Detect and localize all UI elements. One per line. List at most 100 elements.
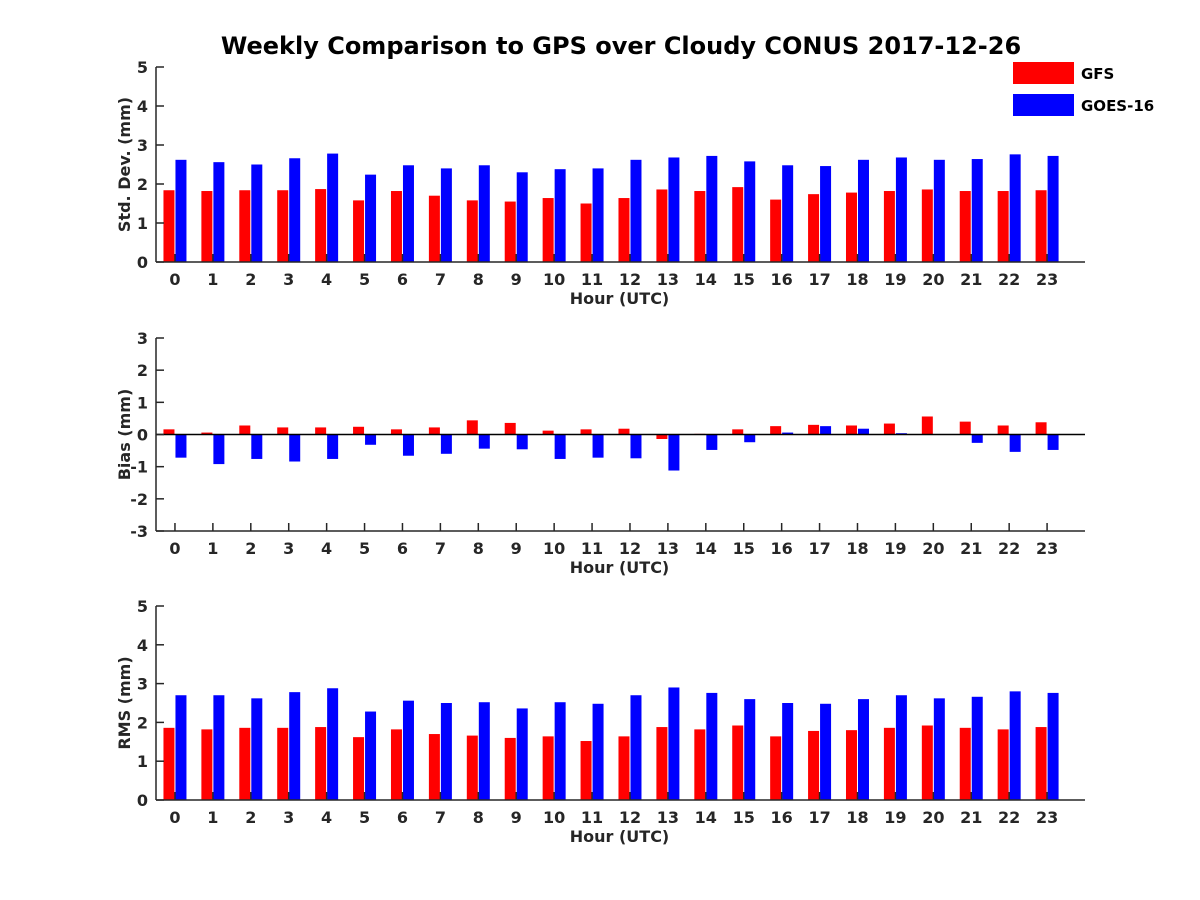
std-dev-bar-gfs-hour-11 xyxy=(580,203,592,262)
rms-bar-gfs-hour-5 xyxy=(353,737,365,800)
rms-bar-gfs-hour-19 xyxy=(883,727,895,800)
bias-x-tick-label: 23 xyxy=(1036,539,1058,558)
rms-bar-gfs-hour-10 xyxy=(542,736,554,800)
std-dev-y-axis-label: Std. Dev. (mm) xyxy=(115,97,134,232)
std-dev-x-tick-label: 21 xyxy=(960,270,982,289)
std-dev-x-tick-label: 13 xyxy=(657,270,679,289)
bias-bar-gfs-hour-22 xyxy=(997,425,1009,435)
bias-x-tick-label: 3 xyxy=(283,539,294,558)
bias-bar-gfs-hour-18 xyxy=(845,425,857,435)
rms-bar-goes16-hour-7 xyxy=(440,703,452,800)
rms-bar-gfs-hour-2 xyxy=(239,727,251,800)
legend-swatch-goes16 xyxy=(1013,94,1074,116)
rms-bar-goes16-hour-23 xyxy=(1047,692,1059,800)
rms-bar-gfs-hour-4 xyxy=(315,727,327,800)
bias-bar-goes16-hour-0 xyxy=(175,434,187,458)
bias-bar-goes16-hour-14 xyxy=(706,434,718,450)
bias-x-tick-label: 14 xyxy=(695,539,717,558)
bias-bar-gfs-hour-6 xyxy=(390,429,402,435)
std-dev-x-tick-label: 18 xyxy=(846,270,868,289)
bias-bar-gfs-hour-0 xyxy=(163,429,175,435)
rms-x-tick-label: 12 xyxy=(619,808,641,827)
bias-y-tick-label: 2 xyxy=(137,361,148,380)
rms-x-tick-label: 3 xyxy=(283,808,294,827)
std-dev-bar-goes16-hour-14 xyxy=(706,155,718,262)
bias-x-tick-label: 9 xyxy=(511,539,522,558)
bias-bar-goes16-hour-22 xyxy=(1009,434,1021,452)
std-dev-x-tick-label: 3 xyxy=(283,270,294,289)
rms-bar-gfs-hour-21 xyxy=(959,727,971,800)
std-dev-bar-goes16-hour-16 xyxy=(782,165,794,262)
chart-title: Weekly Comparison to GPS over Cloudy CON… xyxy=(221,32,1021,60)
std-dev-bar-gfs-hour-8 xyxy=(466,200,478,262)
bias-bar-gfs-hour-17 xyxy=(808,424,820,435)
std-dev-x-tick-label: 14 xyxy=(695,270,717,289)
bias-bar-gfs-hour-2 xyxy=(239,425,251,435)
std-dev-y-tick-label: 4 xyxy=(137,97,148,116)
bias-x-tick-label: 19 xyxy=(884,539,906,558)
bias-x-tick-label: 6 xyxy=(397,539,408,558)
bias-bar-gfs-hour-21 xyxy=(959,421,971,435)
rms-bar-goes16-hour-22 xyxy=(1009,691,1021,800)
std-dev-bar-gfs-hour-23 xyxy=(1035,190,1047,262)
std-dev-bar-goes16-hour-5 xyxy=(365,174,377,262)
std-dev-bar-goes16-hour-4 xyxy=(327,153,339,262)
std-dev-bar-goes16-hour-17 xyxy=(820,166,832,262)
bias-bar-goes16-hour-13 xyxy=(668,434,680,471)
rms-x-tick-label: 21 xyxy=(960,808,982,827)
std-dev-bar-goes16-hour-1 xyxy=(213,162,225,262)
std-dev-x-tick-label: 4 xyxy=(321,270,332,289)
bias-x-tick-label: 16 xyxy=(771,539,793,558)
std-dev-bar-gfs-hour-6 xyxy=(390,191,402,262)
std-dev-y-tick-label: 5 xyxy=(137,58,148,77)
bias-bar-goes16-hour-23 xyxy=(1047,434,1059,450)
rms-x-tick-label: 2 xyxy=(245,808,256,827)
rms-bar-goes16-hour-15 xyxy=(744,699,756,800)
bias-y-axis-label: Bias (mm) xyxy=(115,389,134,481)
bias-x-tick-label: 1 xyxy=(207,539,218,558)
bias-x-tick-label: 18 xyxy=(846,539,868,558)
bias-x-tick-label: 11 xyxy=(581,539,603,558)
std-dev-bar-goes16-hour-2 xyxy=(251,164,263,262)
bias-bar-goes16-hour-2 xyxy=(251,434,263,459)
std-dev-bar-goes16-hour-0 xyxy=(175,159,187,262)
std-dev-x-tick-label: 1 xyxy=(207,270,218,289)
std-dev-x-tick-label: 8 xyxy=(473,270,484,289)
bias-bar-goes16-hour-16 xyxy=(782,432,794,435)
std-dev-x-tick-label: 5 xyxy=(359,270,370,289)
rms-bar-goes16-hour-9 xyxy=(516,708,528,800)
rms-bar-gfs-hour-0 xyxy=(163,727,175,800)
bias-bar-gfs-hour-9 xyxy=(504,422,516,435)
std-dev-x-tick-label: 2 xyxy=(245,270,256,289)
rms-x-tick-label: 8 xyxy=(473,808,484,827)
std-dev-x-tick-label: 11 xyxy=(581,270,603,289)
rms-x-tick-label: 1 xyxy=(207,808,218,827)
rms-bar-gfs-hour-23 xyxy=(1035,727,1047,800)
rms-bar-gfs-hour-15 xyxy=(732,725,744,800)
std-dev-x-tick-label: 20 xyxy=(922,270,944,289)
bias-bar-gfs-hour-5 xyxy=(353,426,365,435)
rms-bar-gfs-hour-12 xyxy=(618,736,630,800)
bias-bar-gfs-hour-20 xyxy=(921,416,933,435)
bias-x-tick-label: 4 xyxy=(321,539,332,558)
rms-y-tick-label: 4 xyxy=(137,636,148,655)
bias-bar-gfs-hour-8 xyxy=(466,420,478,435)
rms-x-tick-label: 10 xyxy=(543,808,565,827)
rms-bar-goes16-hour-5 xyxy=(365,711,377,800)
rms-x-tick-label: 4 xyxy=(321,808,332,827)
std-dev-x-tick-label: 19 xyxy=(884,270,906,289)
std-dev-bar-gfs-hour-18 xyxy=(845,192,857,262)
std-dev-x-tick-label: 15 xyxy=(733,270,755,289)
rms-bar-gfs-hour-11 xyxy=(580,741,592,800)
rms-bar-goes16-hour-19 xyxy=(895,695,907,800)
bias-bar-gfs-hour-23 xyxy=(1035,422,1047,435)
std-dev-x-tick-label: 9 xyxy=(511,270,522,289)
rms-bar-goes16-hour-14 xyxy=(706,692,718,800)
std-dev-bar-goes16-hour-11 xyxy=(592,168,604,262)
bias-bar-goes16-hour-11 xyxy=(592,434,604,458)
rms-x-tick-label: 17 xyxy=(808,808,830,827)
rms-bar-goes16-hour-6 xyxy=(402,700,414,800)
legend-label-goes16: GOES-16 xyxy=(1081,97,1154,115)
bias-bar-goes16-hour-7 xyxy=(440,434,452,454)
